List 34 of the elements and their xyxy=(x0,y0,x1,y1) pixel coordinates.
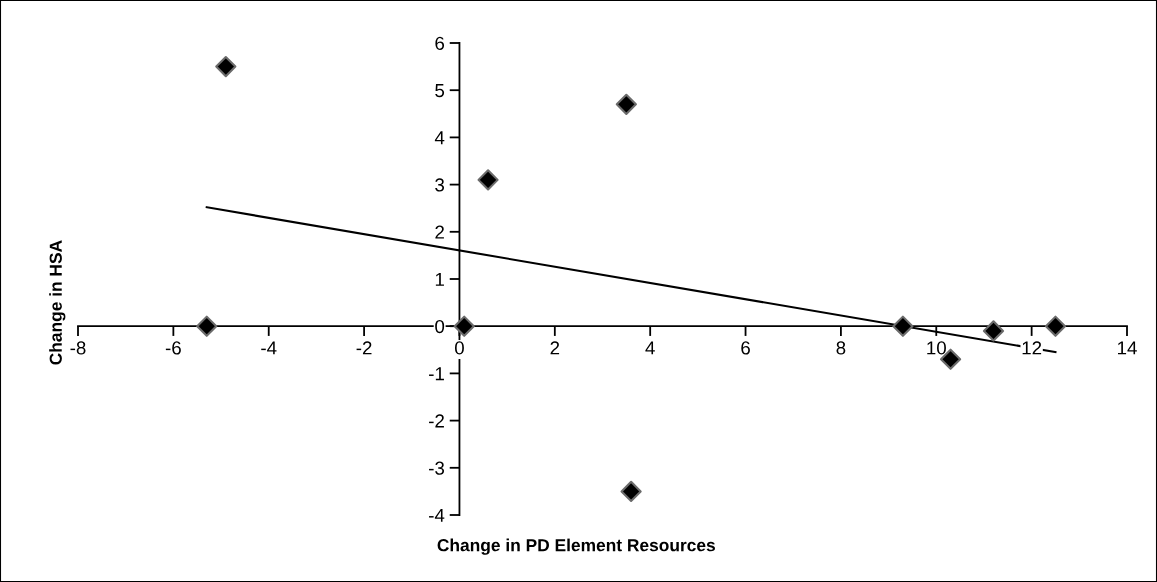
y-tick-label: -3 xyxy=(429,461,445,475)
x-tick-label: -4 xyxy=(261,341,277,355)
point xyxy=(982,320,1005,342)
x-tick-label: -6 xyxy=(165,341,181,355)
point xyxy=(453,315,475,337)
y-tick-label: 3 xyxy=(435,178,445,192)
point xyxy=(196,315,218,337)
y-tick-label: 2 xyxy=(435,225,444,239)
point xyxy=(477,169,499,191)
y-tick-label: 1 xyxy=(435,272,444,286)
y-tick-label: 5 xyxy=(435,84,445,98)
x-tick-label: 14 xyxy=(1118,341,1137,355)
x-tick-label: 10 xyxy=(927,341,946,355)
x-tick-label: 4 xyxy=(645,341,655,355)
x-axis-title: Change in PD Element Resources xyxy=(437,538,715,555)
y-tick-label: 6 xyxy=(435,36,445,50)
point xyxy=(215,55,237,78)
y-tick-label: -1 xyxy=(429,367,444,381)
point xyxy=(620,480,642,503)
x-tick-label: 2 xyxy=(550,341,560,355)
x-tick-label: 12 xyxy=(1022,341,1042,355)
x-tick-label: -8 xyxy=(70,341,86,355)
y-tick-label: 0 xyxy=(435,319,445,334)
point xyxy=(615,93,637,115)
y-tick-label: -2 xyxy=(429,414,444,428)
x-tick-label: 6 xyxy=(741,341,750,355)
y-tick-label: 4 xyxy=(434,131,445,145)
point xyxy=(1044,315,1067,337)
y-tick-label: -4 xyxy=(429,508,445,522)
x-tick-label: -2 xyxy=(356,341,372,355)
x-tick-label: 8 xyxy=(836,341,846,355)
point xyxy=(892,315,914,337)
y-axis-title: Change in HSA xyxy=(49,240,66,365)
x-tick-label: 0 xyxy=(454,341,464,355)
